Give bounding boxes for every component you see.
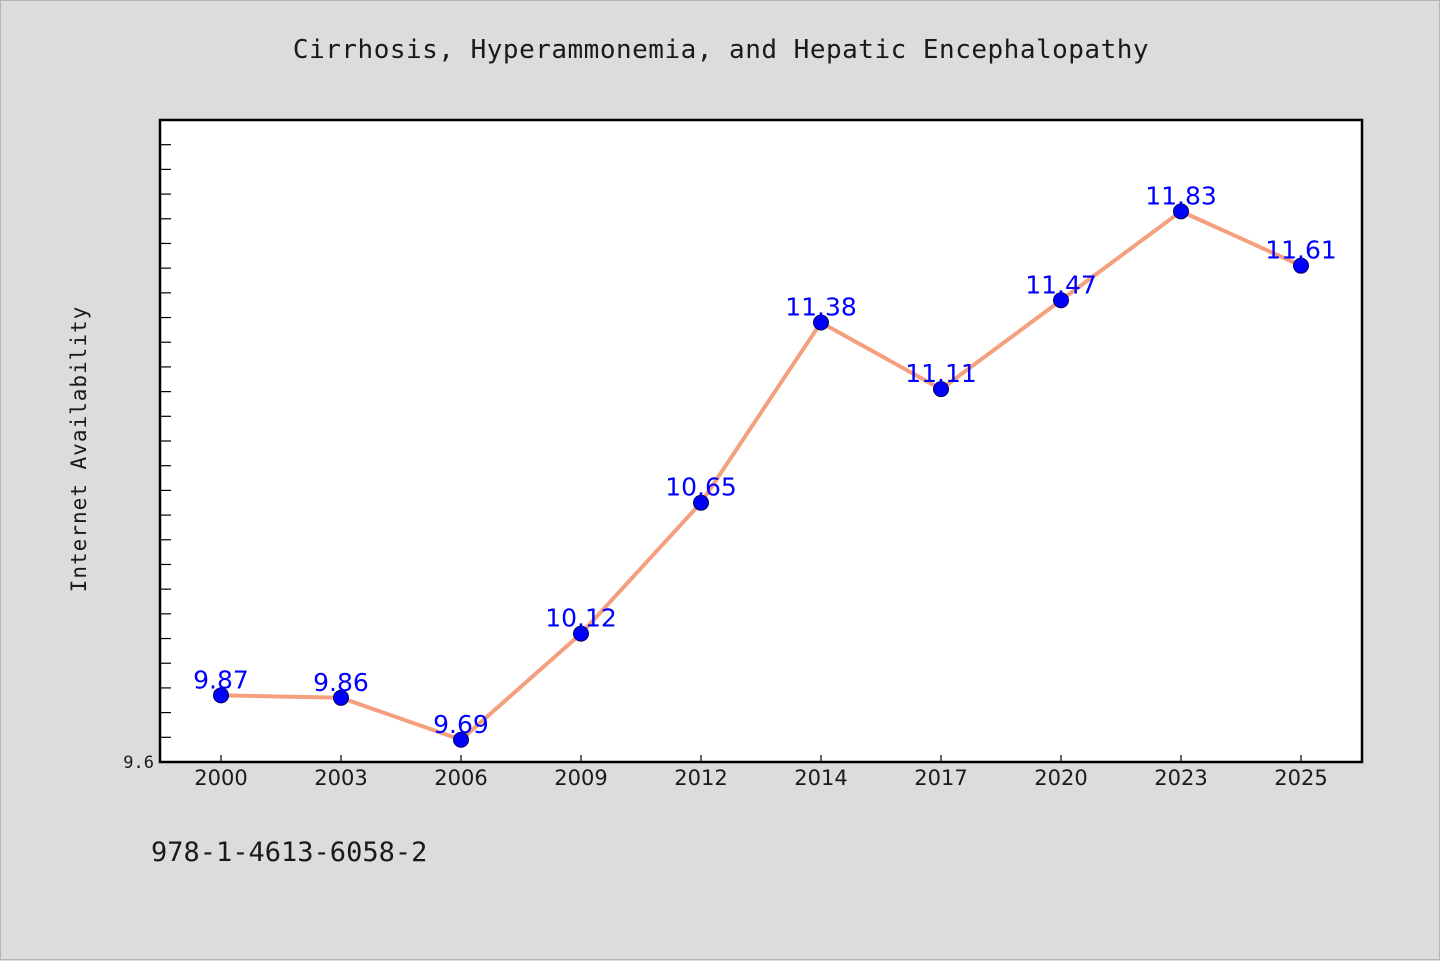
x-tick-label: 2025 [1274,766,1327,790]
data-point [1053,292,1069,309]
x-tick-label: 2023 [1154,766,1207,790]
data-label: 11.38 [785,292,857,321]
data-point [813,314,829,331]
plot-frame [158,118,1364,764]
x-tick-label: 2014 [794,766,847,790]
data-label: 9.87 [193,665,249,694]
x-tick-label: 2020 [1034,766,1087,790]
data-label: 10.65 [665,473,737,502]
data-point [573,625,589,642]
data-label: 11.61 [1265,236,1337,265]
data-point [333,689,349,706]
series-line [219,209,1303,742]
data-label: 11.11 [905,359,977,388]
data-point [1293,257,1309,274]
data-point [1173,203,1189,220]
footnote-isbn: 978-1-4613-6058-2 [151,837,428,868]
x-tick-label: 2003 [314,766,367,790]
data-label: 11.83 [1145,181,1217,210]
data-point [693,494,709,511]
x-tick-label: 2017 [914,766,967,790]
x-tick-label: 2006 [434,766,487,790]
data-point [933,381,949,398]
chart-title: Cirrhosis, Hyperammonemia, and Hepatic E… [292,35,1150,65]
data-label: 11.47 [1025,270,1097,299]
data-label: 10.12 [545,604,617,633]
x-tick-label: 2000 [194,766,247,790]
y-tick-label: 9.6 [123,753,154,773]
data-label: 9.86 [313,668,369,697]
data-label: 9.69 [433,710,489,739]
data-point [213,687,229,704]
data-point [453,731,469,748]
x-tick-label: 2009 [554,766,607,790]
x-tick-label: 2012 [674,766,727,790]
